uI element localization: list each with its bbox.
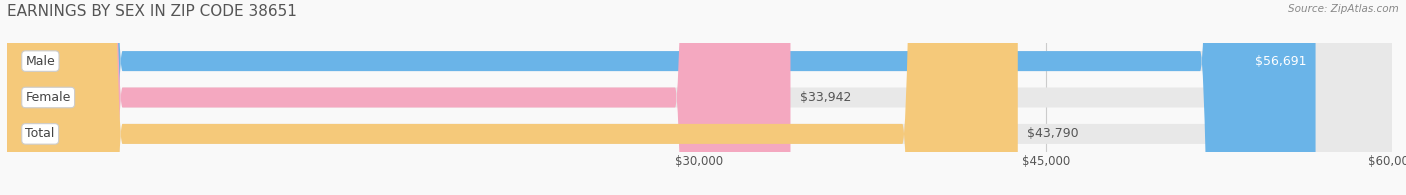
Text: $56,691: $56,691 xyxy=(1254,55,1306,68)
Text: Source: ZipAtlas.com: Source: ZipAtlas.com xyxy=(1288,4,1399,14)
FancyBboxPatch shape xyxy=(7,0,1316,195)
Text: $33,942: $33,942 xyxy=(800,91,851,104)
FancyBboxPatch shape xyxy=(7,0,1392,195)
Text: $43,790: $43,790 xyxy=(1026,127,1078,140)
Text: Male: Male xyxy=(25,55,55,68)
FancyBboxPatch shape xyxy=(7,0,1392,195)
FancyBboxPatch shape xyxy=(7,0,790,195)
Text: Female: Female xyxy=(25,91,70,104)
Text: Total: Total xyxy=(25,127,55,140)
FancyBboxPatch shape xyxy=(7,0,1018,195)
FancyBboxPatch shape xyxy=(7,0,1392,195)
Text: EARNINGS BY SEX IN ZIP CODE 38651: EARNINGS BY SEX IN ZIP CODE 38651 xyxy=(7,4,297,19)
